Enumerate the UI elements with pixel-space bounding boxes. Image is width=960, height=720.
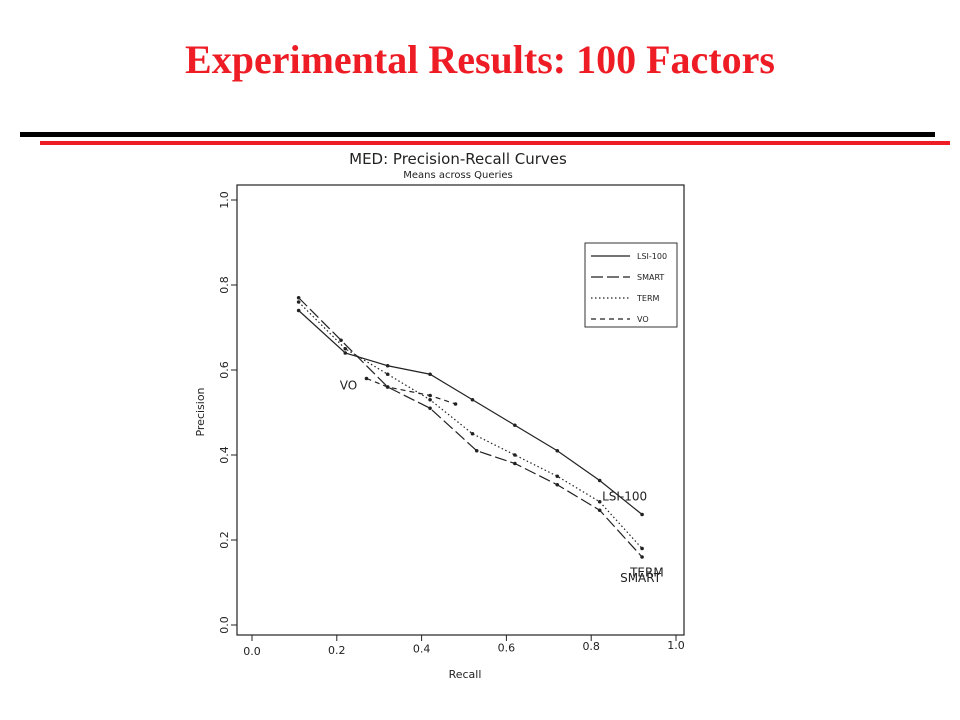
series-end-label: SMART <box>620 571 662 585</box>
data-point <box>364 376 369 381</box>
series-line-term <box>298 301 643 549</box>
data-point <box>640 512 644 517</box>
data-point <box>339 338 343 343</box>
plot-frame <box>236 184 685 636</box>
y-axis-label: Precision <box>194 387 207 436</box>
x-tick-label: 0.0 <box>243 645 261 658</box>
data-point <box>555 482 560 487</box>
legend-entry: LSI-100 <box>637 252 667 261</box>
series-line-vo <box>366 377 456 405</box>
chart-subtitle: Means across Queries <box>403 170 512 181</box>
divider-black <box>20 132 935 137</box>
data-point <box>513 453 517 457</box>
divider-red <box>40 141 950 145</box>
series-term: TERM <box>296 300 664 580</box>
legend-entry: VO <box>637 315 649 324</box>
y-tick-label: 0.4 <box>218 446 231 464</box>
y-tick-label: 0.8 <box>218 276 231 294</box>
x-axis-label: Recall <box>449 668 482 681</box>
data-point <box>428 397 432 402</box>
x-tick-label: 0.2 <box>328 644 346 657</box>
data-point <box>513 461 517 466</box>
data-point <box>428 406 432 411</box>
x-tick-label: 1.0 <box>667 639 685 652</box>
series-line-lsi-100 <box>298 310 643 515</box>
data-point <box>597 508 602 513</box>
data-point <box>428 393 432 398</box>
data-point <box>640 546 644 551</box>
data-point <box>555 448 560 453</box>
data-point <box>474 448 479 453</box>
data-point <box>296 300 301 304</box>
x-tick-label: 0.4 <box>413 643 431 656</box>
data-point <box>296 308 301 313</box>
data-point <box>470 397 475 402</box>
data-point <box>296 295 301 300</box>
data-point <box>385 385 390 389</box>
chart-title: MED: Precision-Recall Curves <box>349 150 567 168</box>
series-smart: SMART <box>296 295 662 585</box>
legend: LSI-100 SMART TERM VO <box>584 242 678 328</box>
data-point <box>428 372 432 377</box>
y-tick-label: 0.2 <box>218 531 231 549</box>
legend-entry: TERM <box>636 294 660 303</box>
series-end-label: LSI-100 <box>602 490 647 504</box>
series-end-label: TERM <box>629 566 664 580</box>
data-point <box>640 555 644 559</box>
y-tick-label: 0.6 <box>218 361 231 379</box>
data-point <box>453 402 458 406</box>
axis-ticks: 0.0 0.2 0.4 0.6 0.8 1.0 0.0 0.2 0.4 0.6 0.8 1.0 <box>218 191 685 658</box>
data-point <box>343 351 348 355</box>
y-tick-label: 0.0 <box>218 616 231 634</box>
data-point <box>555 474 560 479</box>
series-lsi-100: LSI-100 <box>296 308 647 517</box>
data-point <box>470 431 475 436</box>
y-tick-label: 1.0 <box>218 191 231 209</box>
data-point <box>597 499 602 504</box>
legend-box <box>584 242 678 328</box>
data-point <box>343 346 348 351</box>
x-tick-label: 0.8 <box>582 640 600 653</box>
series-line-smart <box>298 297 643 558</box>
data-point <box>597 478 602 483</box>
x-tick-label: 0.6 <box>498 641 516 654</box>
series-end-label: VO <box>340 379 357 393</box>
legend-entry: SMART <box>637 273 664 282</box>
data-point <box>385 372 390 377</box>
slide-title: Experimental Results: 100 Factors <box>185 37 775 82</box>
data-point <box>385 363 390 368</box>
series-vo: VO <box>340 376 458 406</box>
data-point <box>513 423 517 428</box>
